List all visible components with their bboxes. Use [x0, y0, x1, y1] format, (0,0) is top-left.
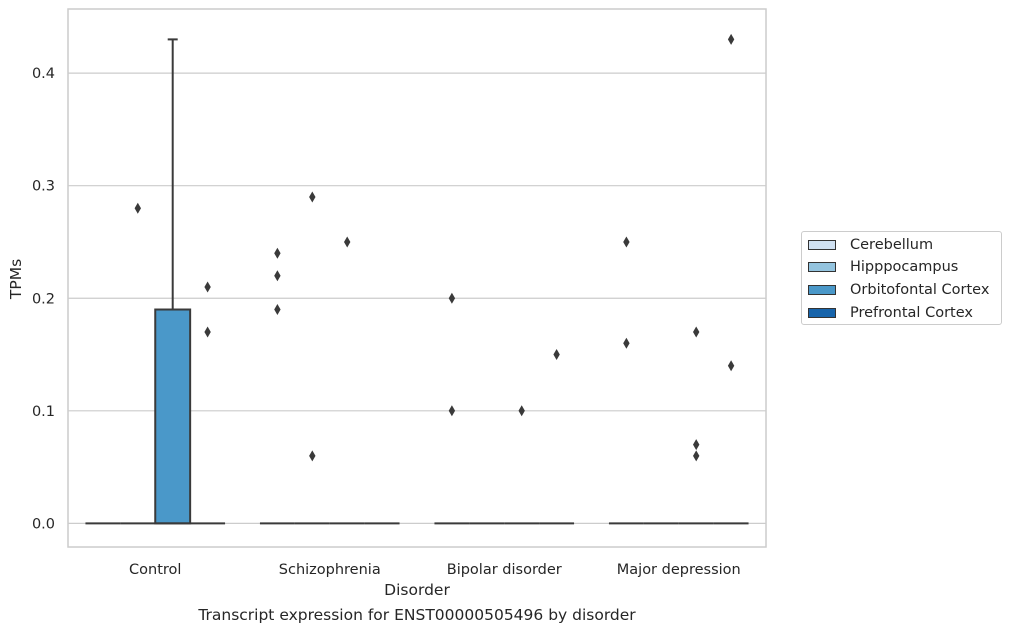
x-axis-label: Disorder [384, 581, 450, 599]
legend-swatch [808, 262, 836, 272]
outlier-point [623, 337, 630, 349]
legend-item-cerebellum: Cerebellum [808, 236, 933, 254]
y-tick-labels: 0.0 0.1 0.2 0.3 0.4 [32, 66, 55, 532]
outlier-point [448, 405, 456, 417]
legend-item-prefrontal-cortex: Prefrontal Cortex [808, 304, 973, 322]
outlier-point [274, 304, 281, 316]
box-body [154, 308, 192, 525]
x-tick-label: Schizophrenia [279, 562, 381, 578]
y-tick-label: 0.3 [32, 179, 55, 195]
legend-swatch [808, 240, 836, 250]
x-tick-label: Bipolar disorder [447, 562, 562, 578]
outlier-point [344, 236, 351, 248]
legend-swatch [808, 308, 836, 318]
legend-label: Cerebellum [850, 237, 934, 253]
x-tick-label: Control [129, 562, 181, 578]
box-orbitofontal-cortex [154, 38, 192, 525]
outlier-point [693, 326, 700, 338]
outlier-point [693, 439, 700, 451]
figure-caption: Transcript expression for ENST0000050549… [198, 606, 636, 624]
legend-item-hippocampus: Hipppocampus [808, 258, 958, 276]
outlier-point [274, 270, 281, 282]
outlier-point [204, 281, 211, 293]
legend-label: Hipppocampus [850, 259, 959, 275]
outlier-point [727, 360, 735, 372]
outliers [134, 33, 735, 462]
y-tick-label: 0.2 [32, 291, 55, 307]
outlier-point [274, 247, 281, 259]
outlier-point [518, 405, 525, 417]
y-tick-label: 0.1 [32, 404, 55, 420]
outlier-point [448, 292, 456, 304]
legend-label: Orbitofontal Cortex [850, 282, 990, 298]
legend-item-orbitofrontal-cortex: Orbitofontal Cortex [808, 281, 989, 299]
x-tick-label: Major depression [617, 562, 741, 578]
outlier-point [204, 326, 211, 338]
plot-frame [67, 8, 767, 548]
x-tick-labels: Control Schizophrenia Bipolar disorder Majo… [129, 562, 741, 578]
y-axis-label: TPMs [7, 259, 25, 300]
y-tick-label: 0.0 [32, 516, 55, 532]
outlier-point [693, 450, 700, 462]
legend: Cerebellum Hipppocampus Orbitofontal Cor… [801, 231, 1002, 325]
outlier-point [623, 236, 630, 248]
outlier-point [727, 33, 735, 45]
outlier-point [309, 191, 316, 203]
outlier-point [309, 450, 316, 462]
legend-label: Prefrontal Cortex [850, 305, 973, 321]
outlier-point [134, 202, 141, 214]
boxes [85, 38, 749, 525]
legend-swatch [808, 285, 836, 295]
y-tick-label: 0.4 [32, 66, 55, 82]
outlier-point [553, 349, 560, 361]
